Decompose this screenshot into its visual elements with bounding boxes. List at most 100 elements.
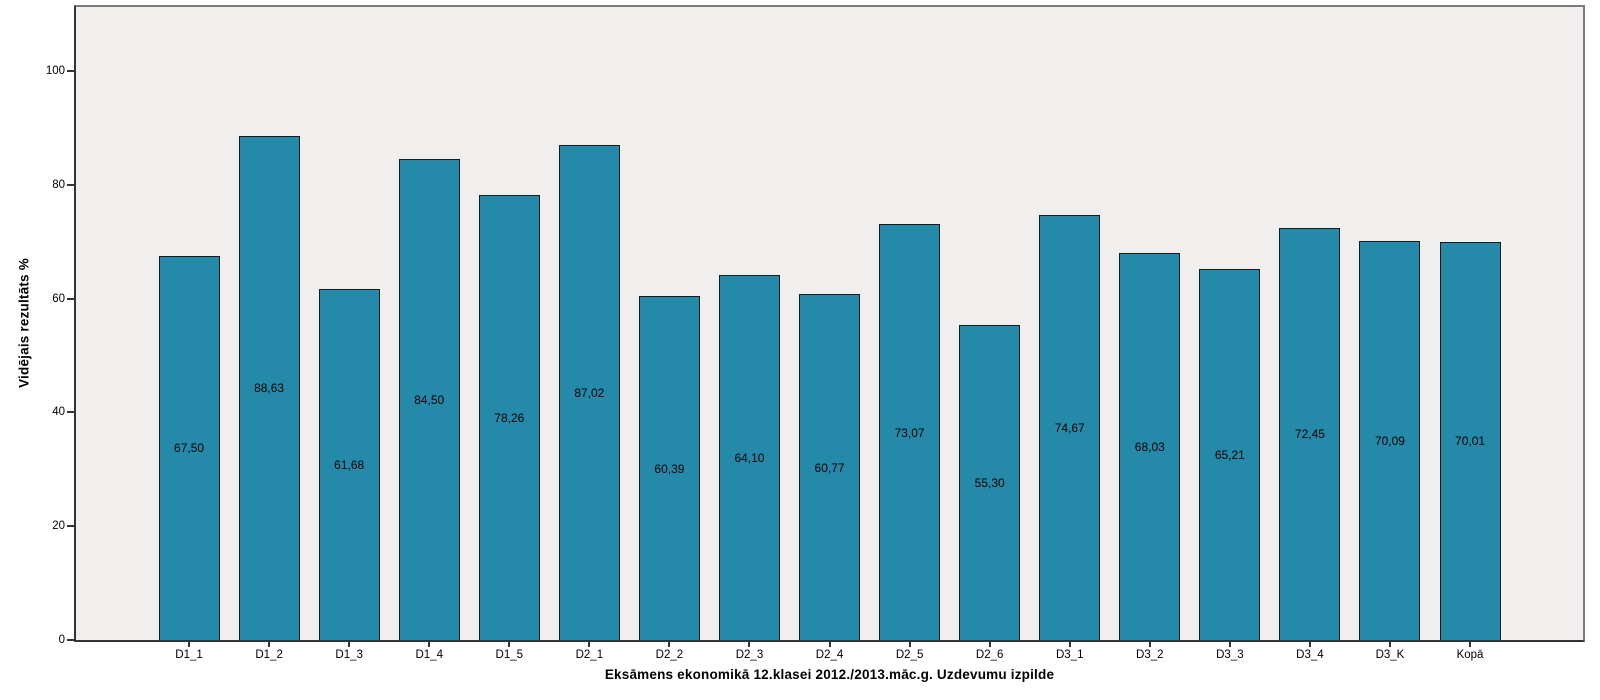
bar-slot: 73,07 <box>870 7 950 640</box>
bar-value-label: 73,07 <box>894 425 925 440</box>
bar-slot: 65,21 <box>1190 7 1270 640</box>
y-tick-label: 20 <box>52 520 65 533</box>
x-tick-label-D1_3: D1_3 <box>335 649 363 661</box>
y-tick-mark <box>67 70 74 73</box>
x-tick-mark <box>908 642 911 647</box>
bar-value-label: 74,67 <box>1054 421 1085 436</box>
x-axis-cell: D3_4 <box>1270 642 1350 662</box>
bar-slot: 61,68 <box>309 7 389 640</box>
bar-slot: 64,10 <box>709 7 789 640</box>
x-tick-mark <box>508 642 511 647</box>
bar-value-label: 68,03 <box>1134 439 1165 454</box>
bar-D2_3: 64,10 <box>718 275 780 640</box>
bar-D3_3: 65,21 <box>1199 268 1261 640</box>
x-tick-mark <box>1308 642 1311 647</box>
bar-value-label: 64,10 <box>734 451 765 466</box>
x-axis-ticks: D1_1 D1_2 D1_3 D1_4 D1_5 D2_1 D2_2 D2_3 D2_4 D2_5… <box>76 642 1583 662</box>
y-tick-mark <box>67 525 74 528</box>
x-tick-label-D2_5: D2_5 <box>895 649 924 661</box>
x-tick-mark <box>1228 642 1231 647</box>
bar-D1_1: 67,50 <box>158 255 220 640</box>
x-tick-mark <box>348 642 351 647</box>
bar-D3_K: 70,09 <box>1359 241 1421 640</box>
bar-value-label: 70,09 <box>1374 434 1405 449</box>
x-tick-label-D2_1: D2_1 <box>575 649 604 661</box>
x-tick-label-D1_1: D1_1 <box>175 649 203 661</box>
bar-slot: 78,26 <box>469 7 549 640</box>
y-tick-label: 100 <box>45 65 65 78</box>
x-tick-mark <box>1148 642 1151 647</box>
x-tick-label-D2_6: D2_6 <box>975 649 1004 661</box>
x-axis-cell: Kopā <box>1430 642 1510 662</box>
x-axis-cell: D2_6 <box>950 642 1030 662</box>
x-axis-cell: D3_3 <box>1190 642 1270 662</box>
x-axis-cell: D1_4 <box>389 642 469 662</box>
bar-D2_1: 87,02 <box>558 144 620 640</box>
x-tick-mark <box>1068 642 1071 647</box>
bar-slot: 55,30 <box>950 7 1030 640</box>
y-tick-mark <box>67 183 74 186</box>
x-tick-mark <box>668 642 671 647</box>
bar-slot: 87,02 <box>549 7 629 640</box>
y-tick-label: 80 <box>52 178 65 191</box>
x-tick-mark <box>828 642 831 647</box>
x-tick-mark <box>188 642 191 647</box>
bar-slot: 84,50 <box>389 7 469 640</box>
bar-value-label: 55,30 <box>974 476 1005 491</box>
bar-value-label: 88,63 <box>254 381 285 396</box>
bar-value-label: 67,50 <box>174 441 205 456</box>
bar-D3_4: 72,45 <box>1279 227 1341 640</box>
bar-slot: 67,50 <box>149 7 229 640</box>
x-tick-mark <box>988 642 991 647</box>
x-tick-mark <box>268 642 271 647</box>
x-tick-mark <box>1469 642 1472 647</box>
x-axis-cell: D1_3 <box>309 642 389 662</box>
bar-slot: 72,45 <box>1270 7 1350 640</box>
bar-D1_2: 88,63 <box>238 135 300 640</box>
y-tick-label: 60 <box>52 292 65 305</box>
y-tick-mark <box>67 411 74 414</box>
bars-container: 67,50 88,63 61,68 84,50 78,26 87,02 60,39 64,10… <box>76 7 1583 640</box>
x-tick-label-D2_4: D2_4 <box>815 649 844 661</box>
bar-value-label: 60,39 <box>654 461 685 476</box>
bar-value-label: 78,26 <box>494 410 525 425</box>
x-axis-cell: D1_2 <box>229 642 309 662</box>
y-tick-mark <box>67 639 74 641</box>
x-axis-cell: D3_1 <box>1030 642 1110 662</box>
x-tick-mark <box>588 642 591 647</box>
x-axis-cell: D2_5 <box>870 642 950 662</box>
bar-Kopā: 70,01 <box>1439 241 1501 640</box>
bar-slot: 60,77 <box>790 7 870 640</box>
bar-value-label: 87,02 <box>574 385 605 400</box>
bar-value-label: 84,50 <box>414 393 445 408</box>
x-tick-label-D3_3: D3_3 <box>1216 649 1244 661</box>
x-axis-cell: D3_K <box>1350 642 1430 662</box>
bar-D3_2: 68,03 <box>1119 252 1181 640</box>
x-tick-label-D1_5: D1_5 <box>495 649 524 661</box>
x-axis-cell: D2_4 <box>790 642 870 662</box>
x-tick-mark <box>1388 642 1391 647</box>
x-tick-label-D3_4: D3_4 <box>1296 649 1324 661</box>
plot-area: 0 20 40 60 80 100 67,50 88,63 61,68 84,50 78,26 87… <box>46 5 1585 646</box>
x-tick-label-D2_3: D2_3 <box>735 649 764 661</box>
bar-D2_2: 60,39 <box>638 296 700 640</box>
x-tick-label-D1_2: D1_2 <box>255 649 283 661</box>
bar-slot: 60,39 <box>629 7 709 640</box>
bar-slot: 70,09 <box>1350 7 1430 640</box>
x-axis-cell: D2_3 <box>709 642 789 662</box>
x-tick-label-Kopā: Kopā <box>1456 649 1484 661</box>
bar-slot: 88,63 <box>229 7 309 640</box>
x-axis-title: Eksāmens ekonomikā 12.klasei 2012./2013.… <box>604 667 1055 682</box>
y-tick-label: 40 <box>52 406 65 419</box>
bar-value-label: 70,01 <box>1455 434 1486 449</box>
x-tick-label-D3_2: D3_2 <box>1136 649 1164 661</box>
x-tick-label-D1_4: D1_4 <box>415 649 443 661</box>
x-axis-cell: D1_5 <box>469 642 549 662</box>
bar-slot: 70,01 <box>1430 7 1510 640</box>
x-axis-cell: D3_2 <box>1110 642 1190 662</box>
y-axis-title: Vidējais rezultāts % <box>16 258 32 388</box>
y-tick-label: 0 <box>58 634 65 646</box>
bar-D1_5: 78,26 <box>478 194 540 640</box>
bar-slot: 68,03 <box>1110 7 1190 640</box>
